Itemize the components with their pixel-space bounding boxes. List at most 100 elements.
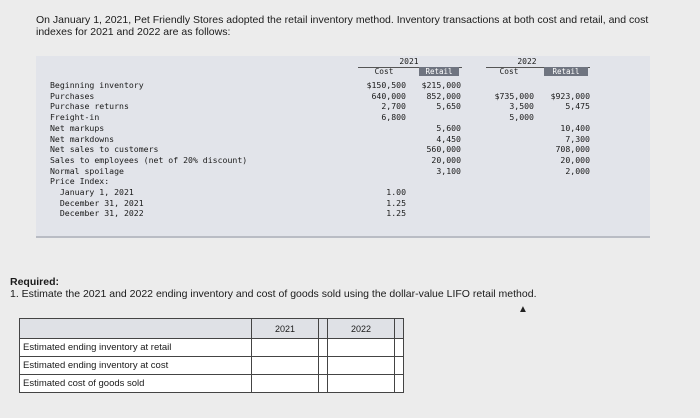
- cost-2022-cell: [482, 123, 534, 134]
- cost-2021-cell: [354, 176, 406, 187]
- cell-spacer: [394, 374, 404, 393]
- retail-2022-cell: [536, 208, 590, 219]
- cell-spacer: [318, 338, 328, 357]
- retail-2022-column: $923,000 5,475 10,400 7,300 708,000 20,000 2,…: [536, 80, 590, 219]
- cost-2022-cell: [482, 198, 534, 209]
- ending-inventory-retail-2022-input[interactable]: [327, 338, 395, 357]
- required-section: Required: 1. Estimate the 2021 and 2022 …: [10, 276, 537, 300]
- row-label: Net markups: [50, 122, 105, 133]
- ending-inventory-cost-2021-input[interactable]: [251, 356, 319, 375]
- ending-inventory-retail-2021-input[interactable]: [251, 338, 319, 357]
- intro-text: On January 1, 2021, Pet Friendly Stores …: [36, 14, 649, 38]
- year-2021-header: 2021: [399, 57, 419, 66]
- row-label: Estimated cost of goods sold: [19, 374, 252, 393]
- row-label: Net sales to customers: [50, 144, 159, 155]
- cost-2022-cell: [482, 166, 534, 177]
- cell-spacer: [394, 338, 404, 357]
- retail-2021-cell: 5,600: [436, 122, 461, 133]
- cost-2021-cell: [354, 144, 406, 155]
- retail-2021-cell: [408, 176, 461, 187]
- retail-2022-cell: [536, 112, 590, 123]
- retail-2022-cell: 2,000: [565, 165, 590, 176]
- cost-2021-cell: 1.25: [386, 197, 406, 208]
- retail-2021-cell: [408, 112, 461, 123]
- row-label: Price Index:: [50, 176, 110, 187]
- table-row: Estimated cost of goods sold: [19, 374, 404, 393]
- retail-2022-cell: [536, 187, 590, 198]
- retail-2022-cell: 5,475: [565, 101, 590, 112]
- cost-2022-cell: $735,000: [494, 90, 534, 101]
- retail-2022-cell: 708,000: [555, 144, 590, 155]
- retail-2021-cell: [408, 208, 461, 219]
- cost-2021-label: Cost: [374, 67, 394, 76]
- cost-2022-label: Cost: [499, 67, 519, 76]
- row-label: December 31, 2021: [50, 197, 144, 208]
- inventory-data-panel: 2021 2022 Cost Retail Cost Retail Beginn…: [36, 56, 650, 238]
- cost-2021-cell: 1.25: [386, 208, 406, 219]
- retail-2021-cell: 5,650: [436, 101, 461, 112]
- answer-header-blank: [19, 318, 252, 339]
- retail-2022-cell: [536, 80, 590, 91]
- table-row: Estimated ending inventory at retail: [19, 338, 404, 357]
- cost-2021-cell: 640,000: [371, 90, 406, 101]
- retail-2022-cell: 20,000: [560, 154, 590, 165]
- cost-2021-cell: 2,700: [381, 101, 406, 112]
- retail-2022-cell: 10,400: [560, 122, 590, 133]
- retail-2021-cell: 4,450: [436, 133, 461, 144]
- retail-2021-cell: 560,000: [426, 144, 461, 155]
- retail-2021-cell: $215,000: [421, 80, 461, 90]
- cost-2022-cell: [482, 80, 534, 91]
- row-label: Freight-in: [50, 112, 100, 123]
- row-label: Normal spoilage: [50, 165, 124, 176]
- required-title: Required:: [10, 276, 60, 288]
- row-label: December 31, 2022: [50, 208, 144, 219]
- retail-2022-label: Retail: [544, 67, 588, 76]
- retail-2021-cell: [408, 198, 461, 209]
- row-label: Sales to employees (net of 20% discount): [50, 154, 248, 165]
- year-2021-rule: [358, 67, 462, 68]
- answer-header-gap: [394, 318, 404, 339]
- cost-2022-cell: [482, 134, 534, 145]
- row-labels: Beginning inventory Purchases Purchase ret…: [50, 80, 247, 219]
- retail-2022-cell: [536, 198, 590, 209]
- required-instruction: 1. Estimate the 2021 and 2022 ending inv…: [10, 288, 537, 300]
- row-label: Estimated ending inventory at retail: [19, 338, 252, 357]
- row-label: Net markdowns: [50, 133, 115, 144]
- cost-2021-cell: 6,800: [381, 112, 406, 123]
- retail-2021-column: $215,000 852,000 5,650 5,600 4,450 560,000 20…: [408, 80, 461, 219]
- retail-2021-cell: 3,100: [436, 165, 461, 176]
- cost-2021-cell: 1.00: [386, 187, 406, 198]
- cost-2021-cell: $150,500: [366, 80, 406, 90]
- answer-header-gap: [318, 318, 328, 339]
- cogs-2022-input[interactable]: [327, 374, 395, 393]
- cell-spacer: [394, 356, 404, 375]
- retail-2022-cell: $923,000: [550, 90, 590, 101]
- row-label: Beginning inventory: [50, 80, 144, 90]
- answer-table: 2021 2022 Estimated ending inventory at …: [19, 318, 404, 393]
- row-label: Purchases: [50, 90, 95, 101]
- cost-2022-cell: [482, 155, 534, 166]
- retail-2022-cell: 7,300: [565, 133, 590, 144]
- row-label: Purchase returns: [50, 101, 129, 112]
- cost-2022-cell: 3,500: [509, 101, 534, 112]
- cell-spacer: [318, 356, 328, 375]
- year-2022-header: 2022: [517, 57, 537, 66]
- ending-inventory-cost-2022-input[interactable]: [327, 356, 395, 375]
- cost-2021-cell: [354, 166, 406, 177]
- cost-2022-column: $735,000 3,500 5,000: [482, 80, 534, 219]
- cell-spacer: [318, 374, 328, 393]
- cost-2021-column: $150,500 640,000 2,700 6,800 1.00 1.25 1.25: [354, 80, 406, 219]
- cursor-arrow-icon: ▲: [518, 304, 528, 315]
- cost-2021-cell: [354, 155, 406, 166]
- cost-2021-cell: [354, 134, 406, 145]
- retail-2021-cell: 852,000: [426, 90, 461, 101]
- cost-2022-cell: 5,000: [509, 112, 534, 123]
- row-label: Estimated ending inventory at cost: [19, 356, 252, 375]
- retail-2022-cell: [536, 176, 590, 187]
- table-row: Estimated ending inventory at cost: [19, 356, 404, 375]
- cost-2022-cell: [482, 144, 534, 155]
- cost-2021-cell: [354, 123, 406, 134]
- cogs-2021-input[interactable]: [251, 374, 319, 393]
- year-2022-rule: [486, 67, 590, 68]
- cost-2022-cell: [482, 208, 534, 219]
